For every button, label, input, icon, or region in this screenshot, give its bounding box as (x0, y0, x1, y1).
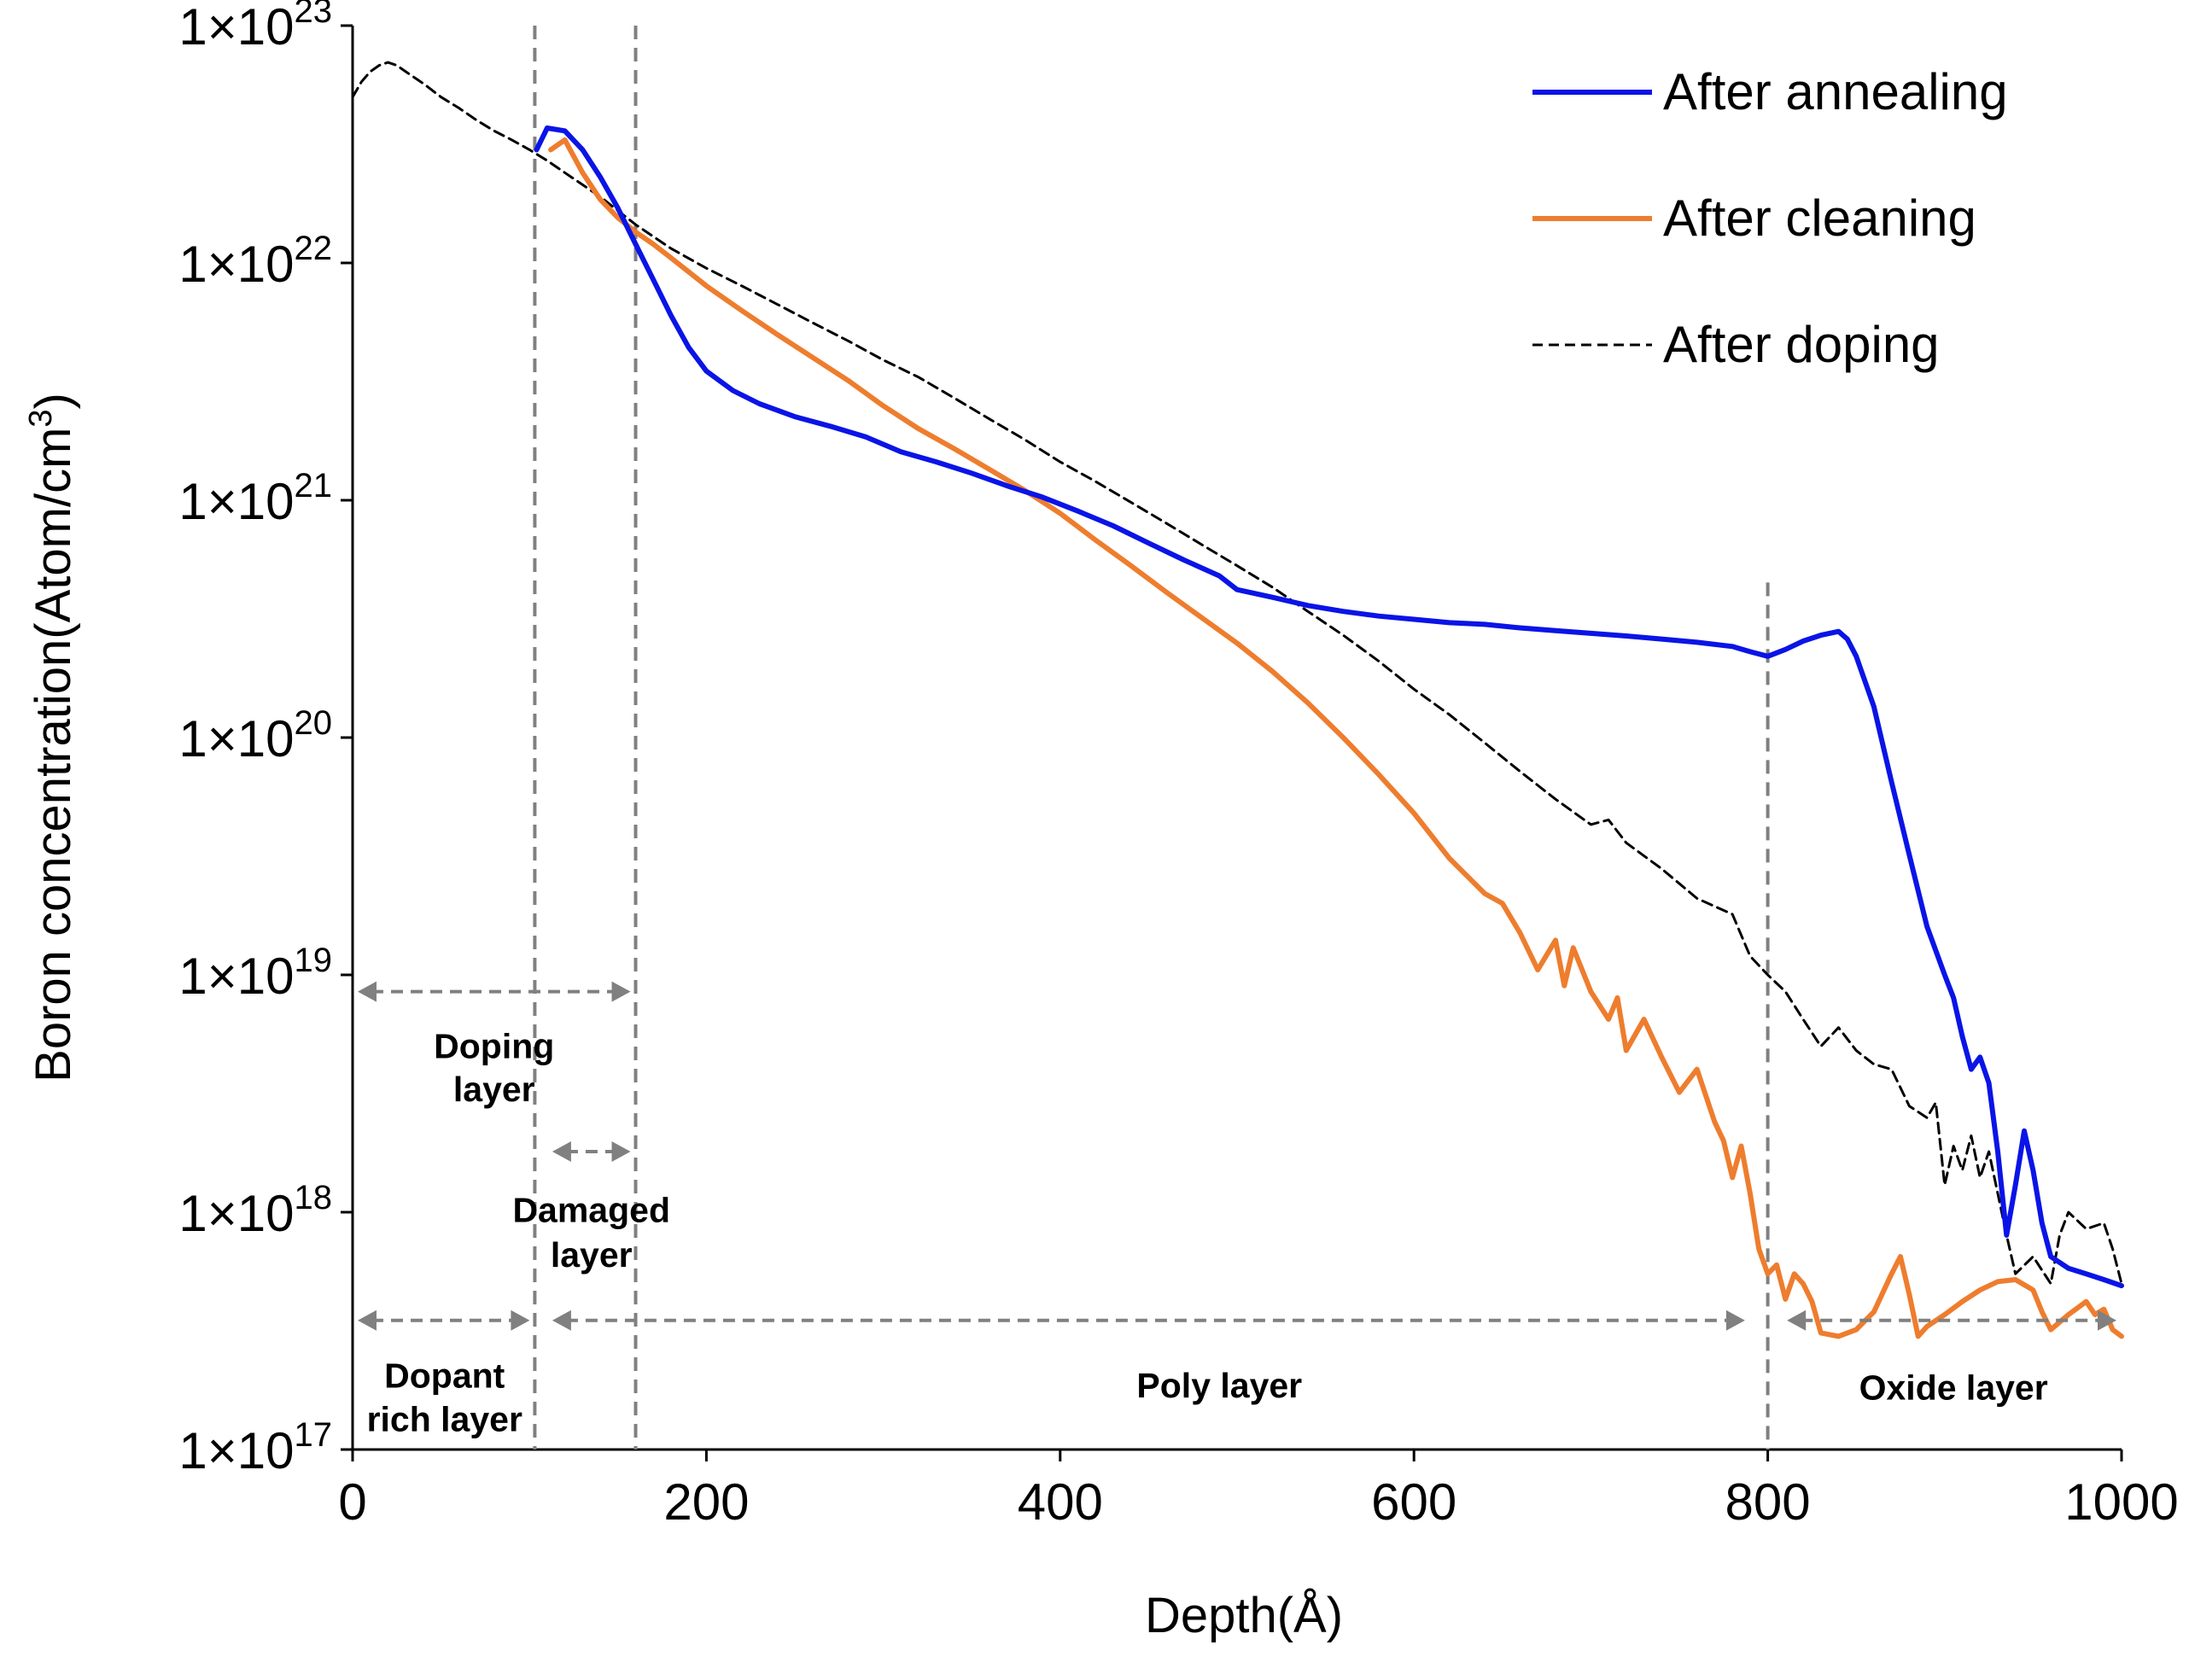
y-tick-base: 1×10 (178, 236, 294, 293)
arrow-head (611, 981, 631, 1002)
y-tick-label: 1×1022 (178, 230, 332, 293)
y-tick-exponent: 22 (295, 230, 333, 267)
y-tick-base: 1×10 (178, 473, 294, 530)
x-tick-label: 200 (663, 1473, 749, 1531)
x-tick-label: 1000 (2064, 1473, 2178, 1531)
y-tick-label: 1×1017 (178, 1416, 332, 1479)
y-tick-label: 1×1020 (178, 704, 332, 767)
y-tick-base: 1×10 (178, 0, 294, 55)
data-series (351, 61, 2124, 1339)
y-tick-label: 1×1018 (178, 1179, 332, 1242)
y-tick-base: 1×10 (178, 710, 294, 767)
layer-boundaries (533, 26, 1770, 1450)
arrow-head (611, 1141, 631, 1163)
region-label-damaged-layer: layer (551, 1235, 633, 1275)
x-tick-label: 0 (338, 1473, 366, 1531)
legend-label-doping: After doping (1663, 316, 1940, 373)
region-label-oxide-layer: Oxide layer (1859, 1368, 2048, 1408)
y-tick-label: 1×1021 (178, 467, 332, 530)
y-axis-title-end: ) (26, 393, 81, 409)
region-label-damaged-layer: Damaged (512, 1191, 670, 1230)
region-label-poly-layer: Poly layer (1136, 1366, 1302, 1405)
series-line-after-cleaning (548, 137, 2124, 1339)
y-tick-label: 1×1023 (178, 0, 332, 55)
region-label-dopant-rich-layer: Dopant (384, 1356, 505, 1395)
x-tick-label: 600 (1371, 1473, 1456, 1531)
series-line-after-annealing (534, 125, 2124, 1289)
y-axis-title: Boron concentration(Atom/cm3) (23, 393, 81, 1082)
arrow-head (511, 1310, 530, 1331)
y-tick-base: 1×10 (178, 948, 294, 1005)
x-tick-label: 800 (1725, 1473, 1811, 1531)
y-tick-exponent: 20 (295, 704, 333, 742)
x-ticks: 0 200 400 600 800 1000 (338, 1450, 2179, 1531)
arrow-head (552, 1310, 571, 1331)
y-tick-exponent: 17 (295, 1416, 333, 1454)
y-tick-exponent: 19 (295, 942, 333, 979)
y-tick-label: 1×1019 (178, 942, 332, 1005)
arrow-head (358, 1310, 377, 1331)
y-tick-exponent: 18 (295, 1179, 333, 1216)
region-label-doping-layer: Doping (434, 1027, 554, 1066)
x-tick-label: 400 (1018, 1473, 1103, 1531)
arrow-head (1787, 1310, 1807, 1331)
y-tick-exponent: 23 (295, 0, 333, 30)
arrow-head (358, 981, 377, 1002)
y-tick-base: 1×10 (178, 1185, 294, 1242)
legend: After annealing After cleaning After dop… (1532, 63, 2008, 373)
series-line-after-doping (351, 61, 2123, 1286)
y-tick-exponent: 21 (295, 467, 333, 505)
y-axis-title-main: Boron concentration(Atom/cm (26, 428, 81, 1082)
region-label-dopant-rich-layer: rich layer (367, 1400, 522, 1439)
layer-annotations: Doping layer Damaged layer Dopant rich layer P… (358, 981, 2116, 1439)
y-ticks: 1×10171×10181×10191×10201×10211×10221×10… (178, 0, 353, 1479)
legend-label-cleaning: After cleaning (1663, 190, 1976, 247)
y-tick-base: 1×10 (178, 1422, 294, 1479)
x-axis-title: Depth(Å) (1145, 1588, 1343, 1643)
y-axis-title-sup: 3 (23, 409, 59, 427)
region-label-doping-layer: layer (453, 1070, 535, 1109)
arrow-head (2098, 1310, 2116, 1331)
arrow-head (1725, 1310, 1745, 1331)
arrow-head (552, 1141, 571, 1163)
legend-label-annealing: After annealing (1663, 63, 2008, 120)
